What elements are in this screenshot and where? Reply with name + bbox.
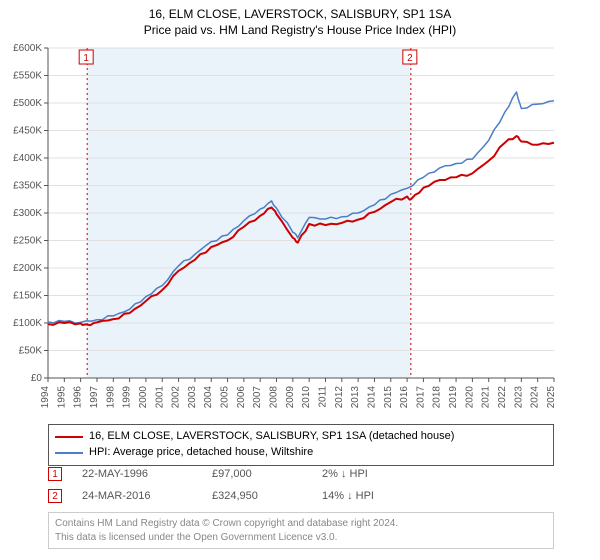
svg-text:2022: 2022 — [497, 386, 508, 409]
sale-marker: 1 — [48, 467, 62, 481]
legend-item: 16, ELM CLOSE, LAVERSTOCK, SALISBURY, SP… — [55, 429, 547, 445]
sale-price: £324,950 — [212, 490, 302, 502]
chart-area: £0 £50K £100K £150K £200K £250K £300K £350K £400… — [0, 42, 600, 417]
svg-text:1997: 1997 — [89, 386, 100, 409]
svg-text:2012: 2012 — [334, 386, 345, 409]
svg-text:2025: 2025 — [546, 386, 557, 409]
svg-text:2019: 2019 — [448, 386, 459, 409]
legend-swatch — [55, 452, 83, 454]
svg-text:£350K: £350K — [13, 181, 42, 192]
svg-text:2018: 2018 — [432, 386, 443, 409]
sale-row: 1 22-MAY-1996 £97,000 2% ↓ HPI — [48, 463, 554, 485]
svg-text:2016: 2016 — [399, 386, 410, 409]
svg-text:2000: 2000 — [138, 386, 149, 409]
svg-text:£250K: £250K — [13, 236, 42, 247]
svg-text:2014: 2014 — [366, 386, 377, 409]
svg-text:£550K: £550K — [13, 71, 42, 82]
legend-swatch — [55, 436, 83, 438]
svg-text:1995: 1995 — [56, 386, 67, 409]
sale-hpi: 2% ↓ HPI — [322, 468, 368, 480]
svg-text:£0: £0 — [31, 373, 43, 384]
svg-text:2007: 2007 — [252, 386, 263, 409]
sales-box: 1 22-MAY-1996 £97,000 2% ↓ HPI 2 24-MAR-2016 £… — [48, 463, 554, 507]
legend-label: HPI: Average price, detached house, Wilt… — [89, 445, 313, 461]
svg-text:2: 2 — [407, 53, 413, 64]
legend-label: 16, ELM CLOSE, LAVERSTOCK, SALISBURY, SP… — [89, 429, 454, 445]
svg-text:2006: 2006 — [236, 386, 247, 409]
svg-text:2001: 2001 — [154, 386, 165, 409]
svg-text:2021: 2021 — [481, 386, 492, 409]
sale-price: £97,000 — [212, 468, 302, 480]
sale-date: 24-MAR-2016 — [82, 490, 192, 502]
footer-line-2: This data is licensed under the Open Gov… — [55, 531, 547, 545]
sale-hpi: 14% ↓ HPI — [322, 490, 374, 502]
svg-text:2005: 2005 — [220, 386, 231, 409]
svg-text:£500K: £500K — [13, 98, 42, 109]
svg-text:£150K: £150K — [13, 291, 42, 302]
svg-text:£400K: £400K — [13, 153, 42, 164]
sale-date: 22-MAY-1996 — [82, 468, 192, 480]
svg-text:1996: 1996 — [73, 386, 84, 409]
svg-text:2015: 2015 — [383, 386, 394, 409]
svg-text:2004: 2004 — [203, 386, 214, 409]
svg-text:2013: 2013 — [350, 386, 361, 409]
title-line-1: 16, ELM CLOSE, LAVERSTOCK, SALISBURY, SP… — [0, 6, 600, 22]
svg-text:£50K: £50K — [19, 346, 43, 357]
svg-text:2011: 2011 — [317, 386, 328, 408]
footer-line-1: Contains HM Land Registry data © Crown c… — [55, 517, 547, 531]
svg-text:2024: 2024 — [530, 386, 541, 409]
svg-text:2017: 2017 — [415, 386, 426, 409]
svg-text:£100K: £100K — [13, 318, 42, 329]
svg-text:2002: 2002 — [171, 386, 182, 409]
chart-title: 16, ELM CLOSE, LAVERSTOCK, SALISBURY, SP… — [0, 0, 600, 38]
sale-marker: 2 — [48, 489, 62, 503]
title-line-2: Price paid vs. HM Land Registry's House … — [0, 22, 600, 38]
svg-text:2003: 2003 — [187, 386, 198, 409]
legend-item: HPI: Average price, detached house, Wilt… — [55, 445, 547, 461]
svg-text:1998: 1998 — [105, 386, 116, 409]
sale-row: 2 24-MAR-2016 £324,950 14% ↓ HPI — [48, 485, 554, 507]
svg-text:1999: 1999 — [122, 386, 133, 409]
svg-text:£600K: £600K — [13, 43, 42, 54]
svg-text:£200K: £200K — [13, 263, 42, 274]
svg-text:1: 1 — [83, 53, 89, 64]
svg-text:2009: 2009 — [285, 386, 296, 409]
svg-text:2023: 2023 — [513, 386, 524, 409]
svg-text:1994: 1994 — [40, 386, 51, 409]
footer-box: Contains HM Land Registry data © Crown c… — [48, 512, 554, 549]
svg-text:2020: 2020 — [464, 386, 475, 409]
legend-box: 16, ELM CLOSE, LAVERSTOCK, SALISBURY, SP… — [48, 424, 554, 466]
svg-text:£300K: £300K — [13, 208, 42, 219]
svg-text:£450K: £450K — [13, 126, 42, 137]
svg-text:2008: 2008 — [269, 386, 280, 409]
svg-text:2010: 2010 — [301, 386, 312, 409]
